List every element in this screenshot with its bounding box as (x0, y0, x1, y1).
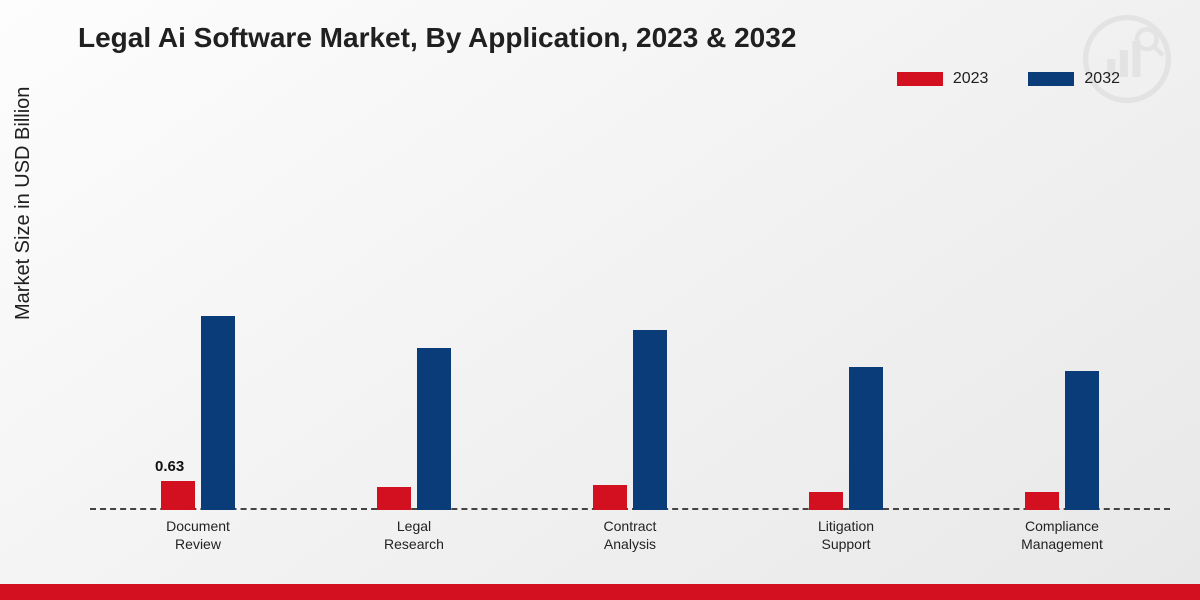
legend-label-2023: 2023 (953, 70, 989, 88)
bar-2023-3 (809, 492, 843, 511)
chart-container: { "chart": { "type": "bar", "title": "Le… (0, 0, 1200, 600)
category-label-4: Compliance Management (1021, 518, 1103, 553)
category-labels-row: Document Review Legal Research Contract … (90, 512, 1170, 556)
y-axis-label: Market Size in USD Billion (12, 87, 35, 320)
plot-area: 0.63 (90, 140, 1170, 510)
legend: 2023 2032 (897, 70, 1120, 88)
footer-accent-bar (0, 584, 1200, 600)
bar-group-2 (593, 330, 667, 510)
legend-swatch-2023 (897, 72, 943, 86)
bar-2023-1 (377, 487, 411, 510)
legend-label-2032: 2032 (1084, 70, 1120, 88)
bar-2032-1 (417, 348, 451, 510)
category-label-1: Legal Research (384, 518, 444, 553)
chart-title: Legal Ai Software Market, By Application… (78, 22, 796, 54)
legend-swatch-2032 (1028, 72, 1074, 86)
bar-group-1 (377, 348, 451, 510)
legend-item-2023: 2023 (897, 70, 989, 88)
legend-item-2032: 2032 (1028, 70, 1120, 88)
bar-2032-0 (201, 316, 235, 510)
bar-2032-2 (633, 330, 667, 510)
category-label-2: Contract Analysis (604, 518, 657, 553)
bar-2023-2 (593, 485, 627, 510)
category-label-0: Document Review (166, 518, 230, 553)
watermark-icon (1082, 14, 1172, 104)
category-label-3: Litigation Support (818, 518, 874, 553)
bar-group-4 (1025, 371, 1099, 510)
bar-2032-3 (849, 367, 883, 510)
bar-2032-4 (1065, 371, 1099, 510)
bar-2023-0 (161, 481, 195, 510)
bar-2023-4 (1025, 492, 1059, 510)
bar-value-label-0: 0.63 (155, 458, 184, 475)
bar-group-0: 0.63 (161, 316, 235, 510)
bar-group-3 (809, 367, 883, 510)
